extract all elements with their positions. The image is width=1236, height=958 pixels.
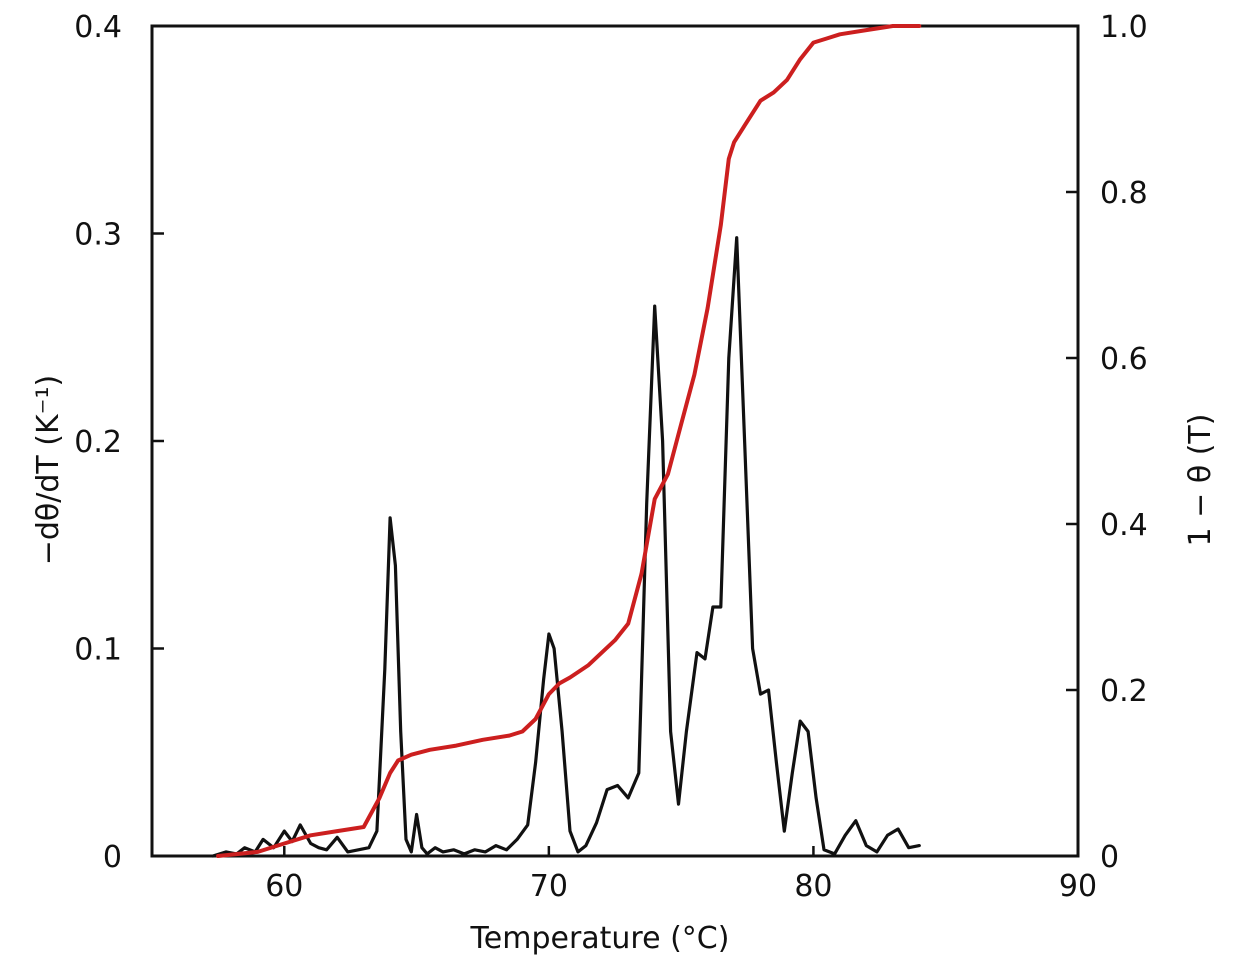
y-left-tick-label: 0.3 — [74, 218, 122, 253]
series-derivative-line — [211, 236, 921, 858]
tick-marks — [152, 24, 1080, 858]
y-right-tick-label: 0.4 — [1100, 508, 1148, 543]
y-right-tick-label: 0.2 — [1100, 674, 1148, 709]
x-tick-label: 70 — [530, 869, 568, 904]
data-series — [211, 24, 922, 858]
y-left-tick-label: 0.2 — [74, 425, 122, 460]
x-tick-label: 90 — [1059, 869, 1097, 904]
y-right-tick-label: 0.8 — [1100, 176, 1148, 211]
x-tick-label: 80 — [794, 869, 832, 904]
y-left-tick-label: 0 — [103, 840, 122, 875]
y-left-tick-label: 0.4 — [74, 10, 122, 45]
y-right-tick-label: 0.6 — [1100, 342, 1148, 377]
y-left-axis-title: −dθ/dT (K⁻¹) — [31, 375, 66, 566]
plot-frame — [150, 24, 1080, 858]
y-right-tick-label: 1.0 — [1100, 10, 1148, 45]
y-right-tick-label: 0 — [1100, 840, 1119, 875]
y-left-tick-label: 0.1 — [74, 633, 122, 668]
x-axis-title: Temperature (°C) — [470, 921, 730, 956]
y-right-axis-title: 1 − θ (T) — [1183, 414, 1218, 547]
x-tick-label: 60 — [265, 869, 303, 904]
series-fraction-line — [216, 24, 922, 858]
